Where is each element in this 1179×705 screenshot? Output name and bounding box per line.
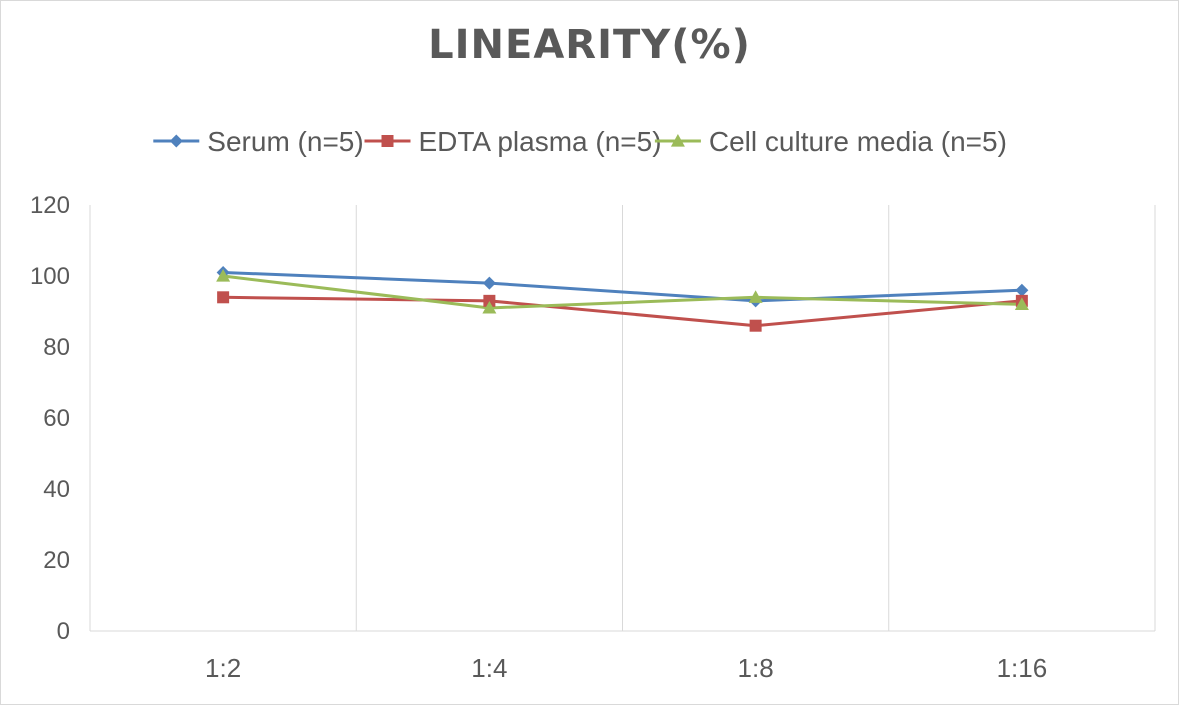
data-point [216, 269, 231, 282]
y-tick-label: 120 [30, 192, 70, 219]
legend-marker [381, 135, 394, 147]
x-tick-label: 1:2 [205, 653, 241, 683]
data-point [749, 319, 762, 332]
data-point [217, 291, 230, 304]
chart-title: LINEARITY(%) [428, 22, 751, 68]
y-tick-label: 60 [43, 405, 70, 432]
legend-label: Cell culture media (n=5) [709, 126, 1007, 157]
data-point [482, 300, 497, 314]
legend-label: EDTA plasma (n=5) [419, 126, 662, 157]
y-tick-label: 0 [57, 618, 70, 645]
legend-marker [670, 134, 685, 147]
legend-label: Serum (n=5) [207, 126, 363, 157]
series-line [223, 295, 1023, 328]
y-tick-label: 20 [43, 547, 70, 574]
legend-marker [169, 134, 183, 148]
x-tick-label: 1:8 [738, 653, 774, 683]
data-point [748, 290, 763, 303]
series-line [222, 274, 1022, 310]
data-point [1015, 283, 1029, 297]
y-tick-label: 80 [43, 334, 70, 361]
data-point [482, 276, 496, 290]
x-tick-label: 1:16 [997, 653, 1048, 683]
data-point [1014, 297, 1029, 310]
y-tick-label: 100 [30, 263, 70, 290]
y-tick-label: 40 [43, 476, 70, 503]
data-point [483, 294, 496, 307]
series-line [223, 270, 1022, 303]
x-tick-label: 1:4 [471, 653, 507, 683]
